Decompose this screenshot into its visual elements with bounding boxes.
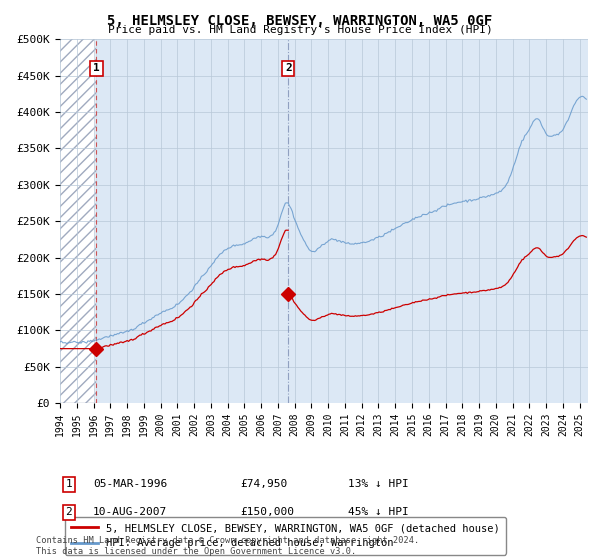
Text: 2: 2 bbox=[285, 63, 292, 73]
Text: 05-MAR-1996: 05-MAR-1996 bbox=[93, 479, 167, 489]
Text: 10-AUG-2007: 10-AUG-2007 bbox=[93, 507, 167, 517]
Text: 45% ↓ HPI: 45% ↓ HPI bbox=[348, 507, 409, 517]
Text: £74,950: £74,950 bbox=[240, 479, 287, 489]
Text: 13% ↓ HPI: 13% ↓ HPI bbox=[348, 479, 409, 489]
Bar bbox=[60, 39, 97, 403]
Text: 1: 1 bbox=[65, 479, 73, 489]
Text: 1: 1 bbox=[93, 63, 100, 73]
Text: Contains HM Land Registry data © Crown copyright and database right 2024.
This d: Contains HM Land Registry data © Crown c… bbox=[36, 536, 419, 556]
Text: £150,000: £150,000 bbox=[240, 507, 294, 517]
Legend: 5, HELMSLEY CLOSE, BEWSEY, WARRINGTON, WA5 0GF (detached house), HPI: Average pr: 5, HELMSLEY CLOSE, BEWSEY, WARRINGTON, W… bbox=[65, 517, 506, 554]
Text: 2: 2 bbox=[65, 507, 73, 517]
Text: 5, HELMSLEY CLOSE, BEWSEY, WARRINGTON, WA5 0GF: 5, HELMSLEY CLOSE, BEWSEY, WARRINGTON, W… bbox=[107, 14, 493, 28]
Text: Price paid vs. HM Land Registry's House Price Index (HPI): Price paid vs. HM Land Registry's House … bbox=[107, 25, 493, 35]
